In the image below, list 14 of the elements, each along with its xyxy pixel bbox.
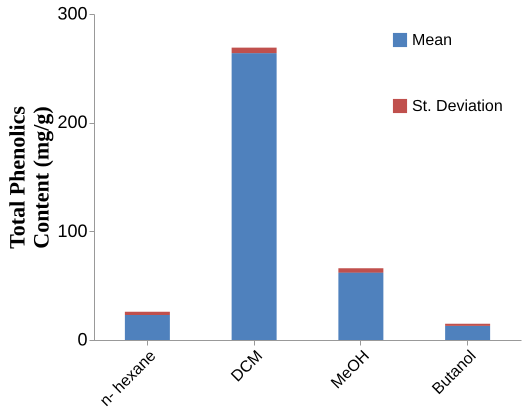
y-tick-label: 100 xyxy=(57,220,88,241)
y-axis-title: Total Phenolics Content (mg/g) xyxy=(4,106,54,249)
bar xyxy=(124,312,170,316)
bar xyxy=(338,268,384,273)
y-tick-label: 300 xyxy=(57,4,88,24)
y-tick-label: 0 xyxy=(77,330,88,350)
bar xyxy=(124,315,170,340)
y-tick-label: 200 xyxy=(57,112,88,132)
bar xyxy=(232,53,277,340)
bar xyxy=(445,326,490,340)
bar xyxy=(232,48,277,54)
legend-label: St. Deviation xyxy=(412,98,503,115)
bar xyxy=(338,272,384,340)
legend-label: Mean xyxy=(412,32,452,49)
